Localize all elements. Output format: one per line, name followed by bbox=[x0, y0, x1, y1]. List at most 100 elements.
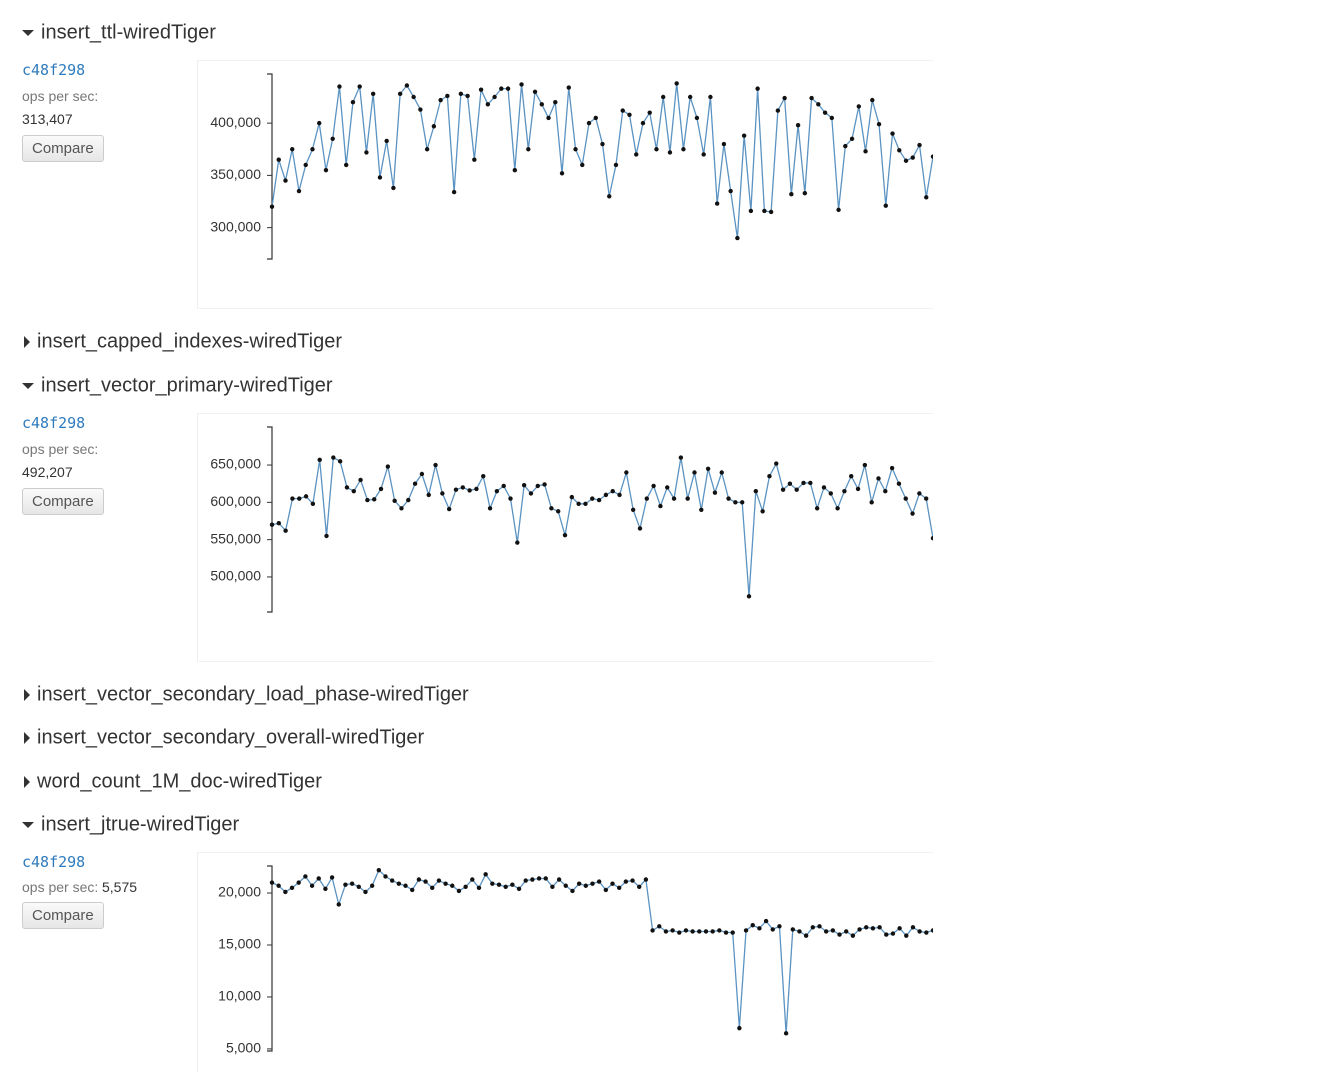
data-point bbox=[910, 510, 915, 516]
series-line bbox=[271, 83, 933, 239]
data-point bbox=[331, 454, 336, 460]
toggle-arrow[interactable] bbox=[21, 688, 35, 702]
data-point bbox=[651, 483, 656, 488]
data-point bbox=[857, 927, 862, 932]
data-point bbox=[797, 929, 802, 934]
data-point bbox=[897, 926, 902, 931]
data-point bbox=[802, 190, 808, 196]
data-point bbox=[496, 882, 502, 887]
data-point bbox=[583, 501, 588, 506]
data-point bbox=[746, 593, 752, 599]
data-point bbox=[703, 929, 709, 934]
commit-link[interactable]: c48f298 bbox=[22, 413, 86, 432]
data-point bbox=[876, 475, 881, 481]
data-point bbox=[329, 875, 335, 880]
data-point bbox=[836, 207, 841, 213]
section-title[interactable]: insert_vector_primary-wiredTiger bbox=[41, 374, 333, 396]
toggle-arrow[interactable] bbox=[21, 818, 35, 832]
chart-frame: 5,000 10,000 15,000 20,000 bbox=[197, 852, 933, 1072]
data-point bbox=[830, 928, 836, 933]
data-point bbox=[667, 150, 673, 155]
toggle-arrow[interactable] bbox=[21, 26, 35, 40]
toggle-arrow[interactable] bbox=[21, 379, 35, 393]
data-point bbox=[499, 86, 504, 91]
data-point bbox=[768, 209, 774, 215]
data-point bbox=[519, 82, 524, 87]
data-point bbox=[516, 886, 522, 892]
data-point bbox=[430, 885, 435, 891]
data-point bbox=[424, 147, 430, 152]
data-point bbox=[637, 525, 643, 531]
compare-button[interactable]: Compare bbox=[22, 902, 104, 929]
data-point bbox=[456, 888, 462, 894]
data-point bbox=[310, 147, 315, 152]
y-tick-label: 550,000 bbox=[210, 530, 261, 546]
metric-value: 492,207 bbox=[22, 463, 73, 480]
data-point bbox=[822, 110, 828, 115]
section-title[interactable]: insert_vector_secondary_overall-wiredTig… bbox=[37, 726, 425, 749]
data-point bbox=[624, 469, 629, 475]
section-title[interactable]: insert_jtrue-wiredTiger bbox=[41, 813, 240, 836]
toggle-arrow[interactable] bbox=[21, 775, 35, 789]
section-title[interactable]: insert_capped_indexes-wiredTiger bbox=[37, 330, 342, 353]
series-line bbox=[271, 456, 933, 596]
data-point bbox=[542, 481, 547, 487]
data-point bbox=[593, 115, 598, 121]
y-tick-label: 650,000 bbox=[210, 455, 261, 471]
data-point bbox=[780, 486, 786, 492]
data-point bbox=[490, 881, 495, 886]
data-point bbox=[603, 887, 609, 893]
data-point bbox=[580, 162, 585, 168]
compare-button[interactable]: Compare bbox=[22, 487, 104, 515]
data-point bbox=[478, 87, 484, 92]
data-point bbox=[356, 884, 361, 889]
toggle-arrow[interactable] bbox=[21, 335, 35, 349]
data-point bbox=[863, 149, 868, 154]
data-point bbox=[862, 462, 868, 467]
data-point bbox=[470, 877, 475, 882]
data-point bbox=[309, 883, 315, 888]
data-point bbox=[748, 208, 754, 214]
data-point bbox=[930, 928, 933, 933]
data-point bbox=[549, 505, 554, 511]
section-title[interactable]: word_count_1M_doc-wiredTiger bbox=[37, 770, 322, 792]
data-point bbox=[303, 493, 309, 499]
data-point bbox=[678, 454, 684, 460]
section-title[interactable]: insert_ttl-wiredTiger bbox=[41, 21, 216, 44]
data-point bbox=[505, 86, 511, 91]
data-point bbox=[823, 929, 829, 934]
data-point bbox=[419, 471, 425, 476]
data-point bbox=[803, 933, 809, 938]
metric-label: ops per sec: bbox=[22, 88, 99, 104]
data-point bbox=[697, 929, 702, 934]
data-point bbox=[512, 167, 518, 173]
compare-button[interactable]: Compare bbox=[22, 135, 104, 162]
data-point bbox=[643, 877, 649, 882]
data-point bbox=[297, 495, 302, 501]
data-point bbox=[903, 158, 909, 163]
data-point bbox=[363, 889, 368, 895]
data-point bbox=[883, 488, 888, 493]
data-point bbox=[770, 927, 775, 932]
commit-link[interactable]: c48f298 bbox=[22, 61, 86, 79]
data-point bbox=[411, 94, 416, 100]
data-point bbox=[337, 458, 343, 464]
y-tick-label: 300,000 bbox=[210, 218, 261, 234]
data-point bbox=[590, 881, 595, 886]
data-point bbox=[476, 885, 482, 891]
data-point bbox=[556, 877, 562, 882]
data-point bbox=[289, 885, 295, 891]
data-point bbox=[783, 1031, 789, 1036]
data-point bbox=[573, 147, 578, 152]
toggle-arrow[interactable] bbox=[21, 731, 35, 745]
data-point bbox=[349, 881, 355, 886]
commit-link[interactable]: c48f298 bbox=[22, 853, 86, 871]
chart: 500,000 550,000 600,000 650,000 bbox=[210, 425, 933, 613]
section-title[interactable]: insert_vector_secondary_load_phase-wired… bbox=[37, 683, 469, 705]
data-point bbox=[760, 508, 765, 513]
data-point bbox=[596, 879, 602, 884]
data-point bbox=[917, 929, 922, 934]
data-point bbox=[566, 85, 571, 90]
data-point bbox=[903, 495, 908, 501]
data-point bbox=[523, 878, 528, 883]
